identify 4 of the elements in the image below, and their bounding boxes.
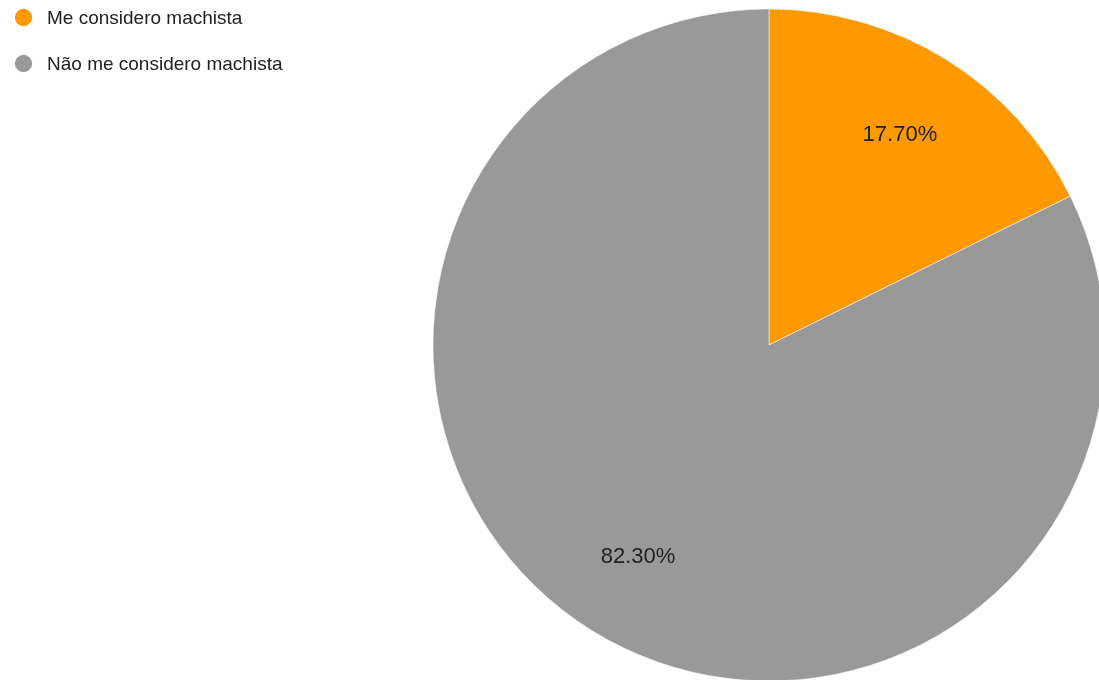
legend-label: Me considero machista (47, 6, 243, 28)
legend-label: Não me considero machista (47, 52, 283, 74)
data-label: 17.70% (862, 121, 938, 147)
data-label: 82.30% (600, 542, 676, 568)
